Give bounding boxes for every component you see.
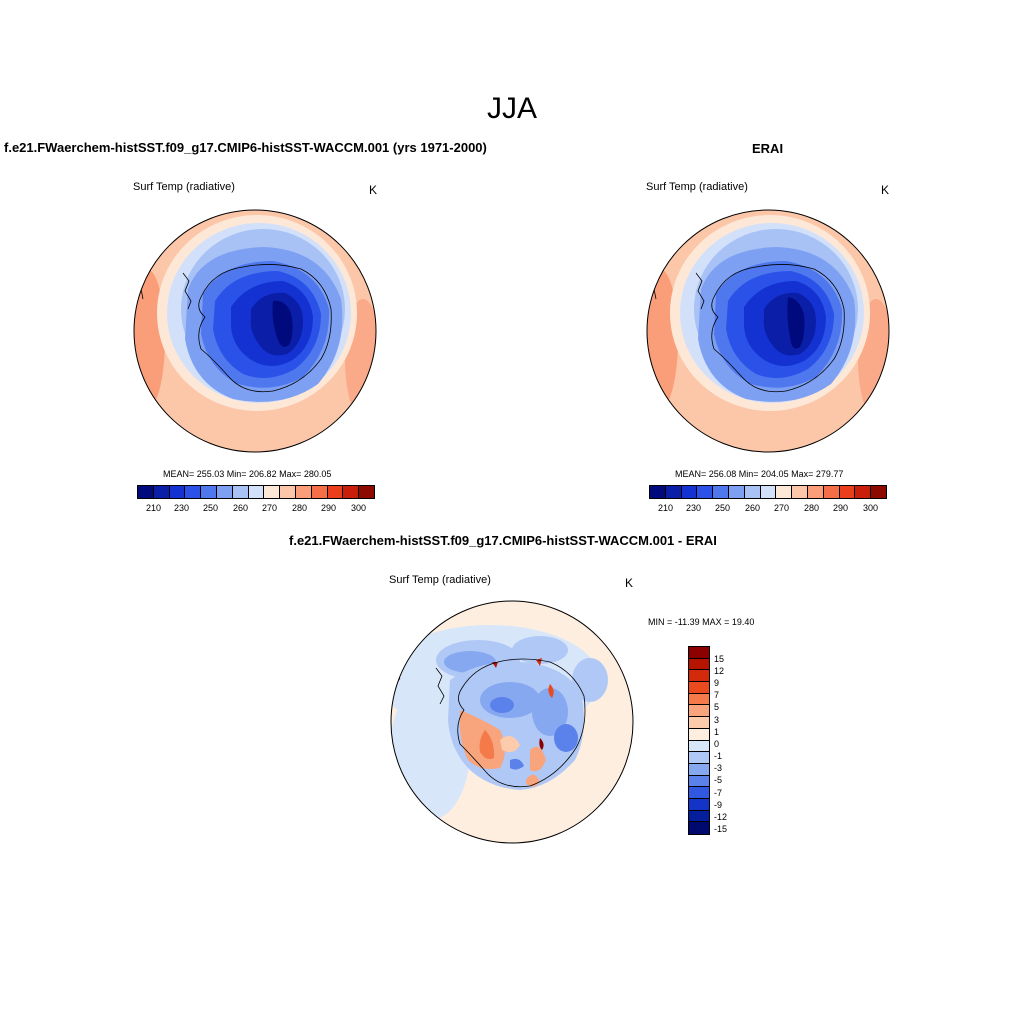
panel-model-colorbar-tick: 260 xyxy=(233,503,249,513)
colorbar-swatch xyxy=(689,763,709,776)
colorbar-swatch xyxy=(689,717,709,729)
panel-model-stats: MEAN= 255.03 Min= 206.82 Max= 280.05 xyxy=(163,469,332,479)
panel-model-variable-label: Surf Temp (radiative) xyxy=(133,181,235,193)
panel-erai-colorbar-tick: 210 xyxy=(658,503,674,513)
colorbar-swatch xyxy=(153,486,170,498)
panel-diff-colorbar-tick: 0 xyxy=(714,739,720,749)
figure-title: JJA xyxy=(486,92,537,125)
colorbar-swatch xyxy=(311,486,328,498)
colorbar-swatch xyxy=(807,486,824,498)
colorbar-swatch xyxy=(689,728,709,741)
panel-diff-units-label: K xyxy=(625,576,634,590)
panel-model-colorbar-tick: 290 xyxy=(321,503,337,513)
panel-erai-colorbar-tick: 290 xyxy=(833,503,849,513)
panel-erai-colorbar-tick: 260 xyxy=(745,503,761,513)
colorbar-swatch xyxy=(689,647,709,659)
panel-diff-colorbar-tick: 15 xyxy=(714,654,725,664)
colorbar-swatch xyxy=(689,775,709,788)
panel-diff-colorbar-tick: -9 xyxy=(714,800,723,810)
panel-model-map xyxy=(133,209,377,453)
colorbar-swatch xyxy=(689,798,709,811)
panel-erai-colorbar-tick: 300 xyxy=(863,503,879,513)
colorbar-swatch xyxy=(665,486,682,498)
panel-diff-colorbar-tick: -15 xyxy=(714,824,728,834)
panel-erai-stats: MEAN= 256.08 Min= 204.05 Max= 279.77 xyxy=(675,469,844,479)
panel-diff-variable-label: Surf Temp (radiative) xyxy=(389,574,491,586)
colorbar-swatch xyxy=(681,486,698,498)
colorbar-swatch xyxy=(776,486,793,498)
colorbar-swatch xyxy=(216,486,233,498)
panel-model-units-label: K xyxy=(369,183,378,197)
colorbar-swatch xyxy=(855,486,872,498)
panel-model-title: f.e21.FWaerchem-histSST.f09_g17.CMIP6-hi… xyxy=(4,140,487,155)
panel-model-colorbar-tick: 230 xyxy=(174,503,190,513)
panel-diff-colorbar xyxy=(688,646,710,835)
colorbar-swatch xyxy=(744,486,761,498)
panel-erai-units-label: K xyxy=(881,183,890,197)
colorbar-swatch xyxy=(689,810,709,823)
colorbar-swatch xyxy=(823,486,840,498)
colorbar-swatch xyxy=(689,822,709,834)
colorbar-swatch xyxy=(689,658,709,671)
panel-model-colorbar-tick: 280 xyxy=(292,503,308,513)
panel-erai-colorbar xyxy=(649,485,887,499)
panel-diff-colorbar-tick: 3 xyxy=(714,715,720,725)
panel-diff-title: f.e21.FWaerchem-histSST.f09_g17.CMIP6-hi… xyxy=(289,533,717,548)
panel-diff-colorbar-tick: -1 xyxy=(714,751,723,761)
panel-erai-colorbar-tick: 230 xyxy=(686,503,702,513)
panel-diff-colorbar-tick: 7 xyxy=(714,690,720,700)
panel-diff-colorbar-tick: 12 xyxy=(714,666,725,676)
colorbar-swatch xyxy=(689,682,709,694)
colorbar-swatch xyxy=(792,486,808,498)
panel-model-colorbar-tick: 270 xyxy=(262,503,278,513)
colorbar-swatch xyxy=(760,486,777,498)
colorbar-swatch xyxy=(248,486,265,498)
panel-diff-colorbar-tick: -5 xyxy=(714,775,723,785)
panel-erai-variable-label: Surf Temp (radiative) xyxy=(646,181,748,193)
colorbar-swatch xyxy=(327,486,344,498)
panel-diff-colorbar-tick: 5 xyxy=(714,702,720,712)
panel-diff-colorbar-tick: -12 xyxy=(714,812,728,822)
panel-model-colorbar-tick: 300 xyxy=(351,503,367,513)
colorbar-swatch xyxy=(169,486,186,498)
colorbar-swatch xyxy=(280,486,296,498)
panel-erai-map xyxy=(646,209,890,453)
colorbar-swatch xyxy=(728,486,745,498)
panel-erai-colorbar-tick: 250 xyxy=(715,503,731,513)
colorbar-swatch xyxy=(839,486,856,498)
panel-diff-map xyxy=(390,600,634,844)
panel-diff-colorbar-tick: -3 xyxy=(714,763,723,773)
colorbar-swatch xyxy=(689,705,709,718)
panel-erai-colorbar-tick: 280 xyxy=(804,503,820,513)
colorbar-swatch xyxy=(295,486,312,498)
panel-diff-colorbar-tick: -7 xyxy=(714,788,723,798)
panel-erai-colorbar-tick: 270 xyxy=(774,503,790,513)
colorbar-swatch xyxy=(138,486,154,498)
colorbar-swatch xyxy=(201,486,217,498)
colorbar-swatch xyxy=(689,670,709,683)
colorbar-swatch xyxy=(697,486,714,498)
colorbar-swatch xyxy=(689,752,709,764)
colorbar-swatch xyxy=(343,486,360,498)
colorbar-swatch xyxy=(689,787,709,799)
colorbar-swatch xyxy=(232,486,249,498)
panel-model-colorbar xyxy=(137,485,375,499)
panel-model-colorbar-tick: 210 xyxy=(146,503,162,513)
colorbar-swatch xyxy=(185,486,202,498)
colorbar-swatch xyxy=(650,486,666,498)
panel-model-colorbar-tick: 250 xyxy=(203,503,219,513)
colorbar-swatch xyxy=(713,486,729,498)
colorbar-swatch xyxy=(264,486,281,498)
colorbar-swatch xyxy=(871,486,886,498)
colorbar-swatch xyxy=(689,693,709,706)
panel-diff-colorbar-tick: 1 xyxy=(714,727,720,737)
panel-erai-title: ERAI xyxy=(752,141,784,156)
colorbar-swatch xyxy=(359,486,374,498)
panel-diff-colorbar-tick: 9 xyxy=(714,678,720,688)
panel-diff-stats: MIN = -11.39 MAX = 19.40 xyxy=(648,617,755,627)
colorbar-swatch xyxy=(689,740,709,753)
